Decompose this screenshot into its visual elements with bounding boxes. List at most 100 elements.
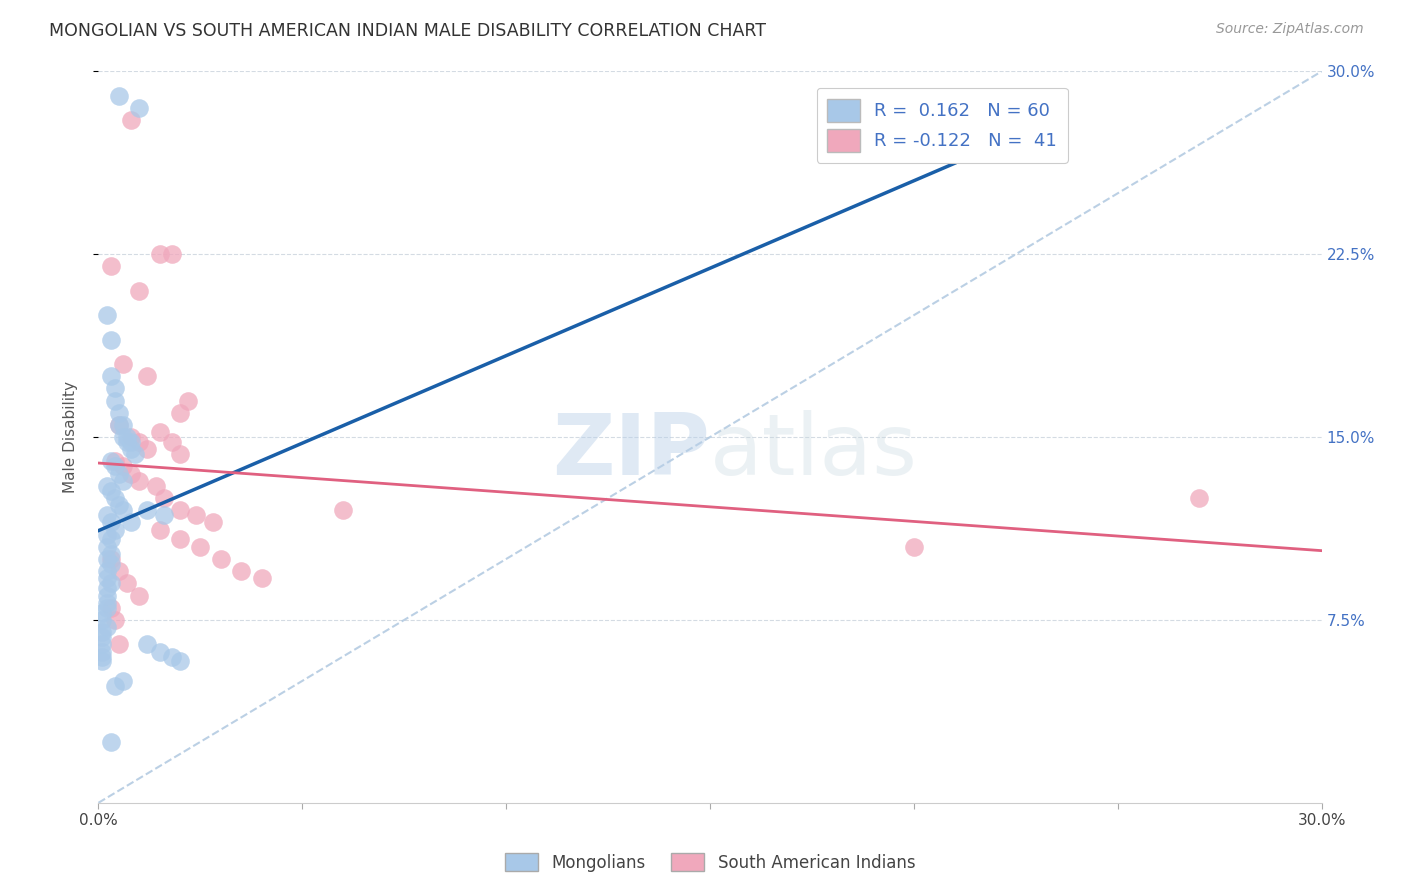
- Point: [111, 474, 134, 488]
- Point: [120, 442, 142, 457]
- Point: [100, 576, 122, 591]
- Point: [128, 434, 150, 449]
- Point: [169, 406, 191, 420]
- Point: [91, 630, 114, 644]
- Point: [169, 503, 191, 517]
- Point: [91, 645, 114, 659]
- Point: [100, 333, 122, 347]
- Point: [231, 564, 253, 578]
- Point: [96, 479, 118, 493]
- Point: [96, 308, 118, 322]
- Point: [201, 516, 224, 530]
- Point: [108, 499, 131, 513]
- Point: [115, 434, 138, 449]
- Point: [120, 516, 142, 530]
- Point: [91, 625, 114, 640]
- Point: [108, 88, 131, 103]
- Point: [96, 564, 118, 578]
- Point: [100, 533, 122, 547]
- Point: [136, 442, 159, 457]
- Point: [91, 649, 114, 664]
- Point: [100, 735, 122, 749]
- Point: [332, 503, 354, 517]
- Point: [152, 508, 174, 522]
- Point: [149, 425, 172, 440]
- Text: MONGOLIAN VS SOUTH AMERICAN INDIAN MALE DISABILITY CORRELATION CHART: MONGOLIAN VS SOUTH AMERICAN INDIAN MALE …: [49, 22, 766, 40]
- Point: [100, 369, 122, 384]
- Point: [100, 547, 122, 561]
- Text: atlas: atlas: [710, 410, 918, 493]
- Point: [177, 393, 200, 408]
- Point: [120, 430, 142, 444]
- Point: [108, 417, 131, 432]
- Point: [104, 679, 127, 693]
- Point: [169, 447, 191, 461]
- Point: [111, 503, 134, 517]
- Point: [100, 600, 122, 615]
- Point: [120, 434, 142, 449]
- Point: [96, 572, 118, 586]
- Point: [104, 393, 127, 408]
- Point: [100, 557, 122, 571]
- Point: [136, 637, 159, 651]
- Point: [108, 467, 131, 481]
- Point: [100, 483, 122, 498]
- Point: [100, 552, 122, 566]
- Text: Source: ZipAtlas.com: Source: ZipAtlas.com: [1216, 22, 1364, 37]
- Point: [104, 491, 127, 505]
- Point: [169, 533, 191, 547]
- Point: [149, 645, 172, 659]
- Point: [188, 540, 212, 554]
- Point: [115, 430, 138, 444]
- Point: [111, 673, 134, 688]
- Point: [100, 260, 122, 274]
- Point: [120, 113, 142, 128]
- Point: [91, 637, 114, 651]
- Point: [104, 459, 127, 474]
- Point: [91, 606, 114, 620]
- Point: [209, 552, 232, 566]
- Point: [128, 589, 150, 603]
- Point: [96, 589, 118, 603]
- Y-axis label: Male Disability: Male Disability: [63, 381, 77, 493]
- Point: [111, 459, 134, 474]
- Point: [149, 247, 172, 261]
- Point: [111, 430, 134, 444]
- Point: [91, 613, 114, 627]
- Point: [100, 516, 122, 530]
- Point: [169, 654, 191, 668]
- Point: [100, 454, 122, 468]
- Point: [96, 540, 118, 554]
- Point: [96, 600, 118, 615]
- Point: [128, 284, 150, 298]
- Point: [108, 417, 131, 432]
- Point: [96, 508, 118, 522]
- Point: [145, 479, 167, 493]
- Point: [96, 581, 118, 595]
- Legend: Mongolians, South American Indians: Mongolians, South American Indians: [498, 847, 922, 879]
- Point: [136, 369, 159, 384]
- Point: [111, 417, 134, 432]
- Point: [186, 508, 208, 522]
- Point: [903, 540, 925, 554]
- Point: [104, 523, 127, 537]
- Point: [160, 649, 183, 664]
- Point: [111, 357, 134, 371]
- Point: [128, 101, 150, 115]
- Point: [149, 523, 172, 537]
- Point: [160, 434, 183, 449]
- Point: [120, 467, 142, 481]
- Point: [250, 572, 273, 586]
- Point: [96, 527, 118, 541]
- Point: [96, 620, 118, 634]
- Point: [108, 406, 131, 420]
- Point: [104, 613, 127, 627]
- Point: [96, 552, 118, 566]
- Point: [160, 247, 183, 261]
- Point: [91, 654, 114, 668]
- Point: [104, 454, 127, 468]
- Point: [108, 564, 131, 578]
- Point: [124, 447, 146, 461]
- Point: [108, 637, 131, 651]
- Point: [96, 596, 118, 610]
